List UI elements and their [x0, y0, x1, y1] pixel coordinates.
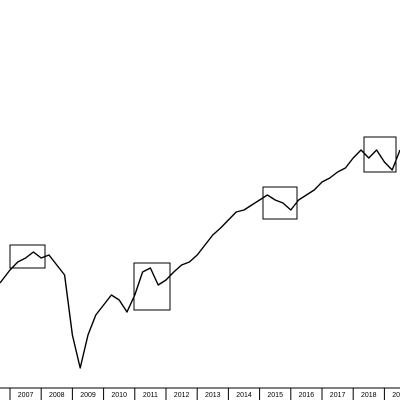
- price-line: [0, 149, 400, 369]
- x-tick-label: 2017: [330, 392, 346, 399]
- x-tick-label: 2014: [236, 392, 252, 399]
- x-tick-label: 2016: [299, 392, 315, 399]
- x-tick-label: 2008: [49, 392, 65, 399]
- x-tick-label: 2019: [392, 392, 400, 399]
- x-tick-label: 2009: [80, 392, 96, 399]
- x-tick-label: 2012: [174, 392, 190, 399]
- x-tick-label: 2007: [18, 392, 34, 399]
- highlight-box: [133, 262, 171, 311]
- x-tick-label: 2018: [361, 392, 377, 399]
- highlight-box: [363, 136, 397, 173]
- highlight-box: [262, 186, 298, 220]
- x-tick-label: 2015: [267, 392, 283, 399]
- x-tick-label: 2010: [111, 392, 127, 399]
- x-tick-label: 2011: [143, 392, 158, 399]
- x-tick-label: 2013: [205, 392, 221, 399]
